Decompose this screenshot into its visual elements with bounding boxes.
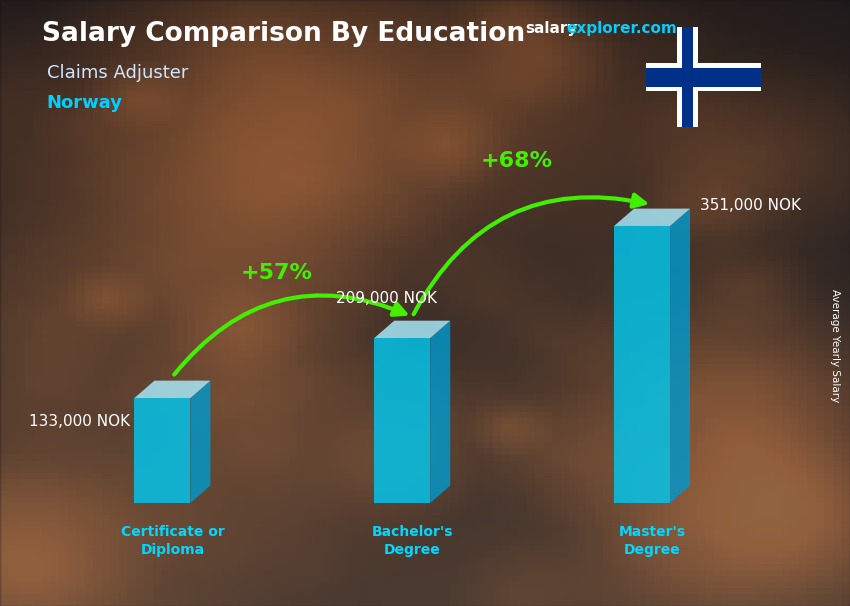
Text: Bachelor's
Degree: Bachelor's Degree <box>371 525 453 558</box>
Text: 209,000 NOK: 209,000 NOK <box>336 291 437 307</box>
Text: Norway: Norway <box>47 94 122 112</box>
Bar <box>614 226 670 503</box>
Polygon shape <box>614 208 690 226</box>
Text: 351,000 NOK: 351,000 NOK <box>700 198 801 213</box>
Bar <box>677 27 698 127</box>
Text: explorer.com: explorer.com <box>566 21 677 36</box>
Text: +68%: +68% <box>480 152 552 171</box>
Polygon shape <box>374 321 450 338</box>
Bar <box>646 63 761 92</box>
Polygon shape <box>670 208 690 503</box>
Text: Claims Adjuster: Claims Adjuster <box>47 64 188 82</box>
Bar <box>646 68 761 87</box>
Polygon shape <box>430 321 451 503</box>
Text: Average Yearly Salary: Average Yearly Salary <box>830 289 840 402</box>
Text: Master's
Degree: Master's Degree <box>619 525 686 558</box>
Bar <box>134 398 190 503</box>
Text: salary: salary <box>525 21 578 36</box>
Text: 133,000 NOK: 133,000 NOK <box>29 414 130 429</box>
Polygon shape <box>134 381 211 398</box>
Text: Certificate or
Diploma: Certificate or Diploma <box>121 525 224 558</box>
Bar <box>682 27 693 127</box>
Text: +57%: +57% <box>241 264 312 284</box>
Polygon shape <box>190 381 211 503</box>
Text: Salary Comparison By Education: Salary Comparison By Education <box>42 21 525 47</box>
Bar <box>374 338 430 503</box>
